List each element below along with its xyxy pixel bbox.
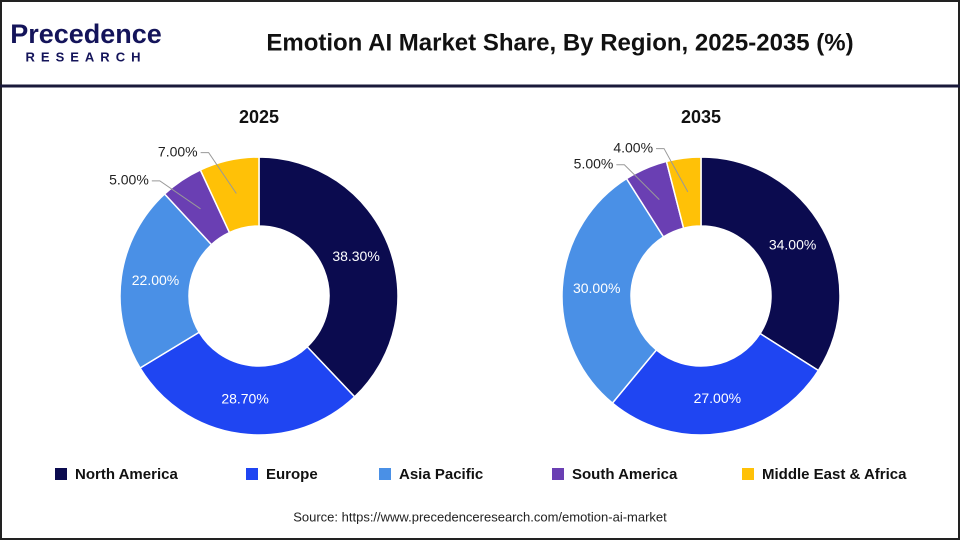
- legend-swatch: [379, 468, 391, 480]
- pie-title: 2035: [681, 107, 721, 127]
- legend-swatch: [552, 468, 564, 480]
- value-label: 30.00%: [573, 280, 620, 296]
- slice: [258, 156, 399, 398]
- legend-swatch: [246, 468, 258, 480]
- value-label: 34.00%: [769, 236, 816, 252]
- value-label: 22.00%: [132, 272, 179, 288]
- slice: [561, 177, 665, 405]
- chart-title: Emotion AI Market Share, By Region, 2025…: [266, 29, 853, 56]
- legend-label: Asia Pacific: [399, 466, 483, 483]
- legend: North America Europe Asia Pacific South Ame…: [55, 466, 907, 483]
- slice: [611, 332, 820, 436]
- logo-top: Precedence: [10, 19, 162, 49]
- legend-swatch: [55, 468, 67, 480]
- legend-label: Europe: [266, 466, 318, 483]
- slice: [665, 156, 702, 230]
- value-label: 27.00%: [694, 390, 741, 406]
- leader-line: [200, 152, 237, 194]
- leader-line: [151, 180, 201, 210]
- source: Source: https://www.precedenceresearch.c…: [293, 509, 667, 524]
- legend-label: Middle East & Africa: [762, 466, 907, 483]
- value-label: 38.30%: [332, 248, 379, 264]
- legend-label: North America: [75, 466, 178, 483]
- leader-line: [656, 148, 689, 193]
- value-label: 5.00%: [109, 172, 149, 188]
- value-label: 5.00%: [574, 155, 614, 171]
- value-label: 4.00%: [613, 139, 653, 155]
- value-label: 28.70%: [221, 390, 268, 406]
- leader-line: [616, 164, 660, 200]
- legend-label: South America: [572, 466, 678, 483]
- legend-swatch: [742, 468, 754, 480]
- pie-title: 2025: [239, 107, 279, 127]
- slice: [139, 331, 356, 436]
- slice: [700, 156, 841, 372]
- value-label: 7.00%: [158, 143, 198, 159]
- slice: [119, 192, 213, 370]
- logo-bottom: RESEARCH: [26, 49, 147, 64]
- charts: 2025 38.30% 28.70% 22.00% 5.00% 7.00% 2035 34.0…: [109, 107, 841, 436]
